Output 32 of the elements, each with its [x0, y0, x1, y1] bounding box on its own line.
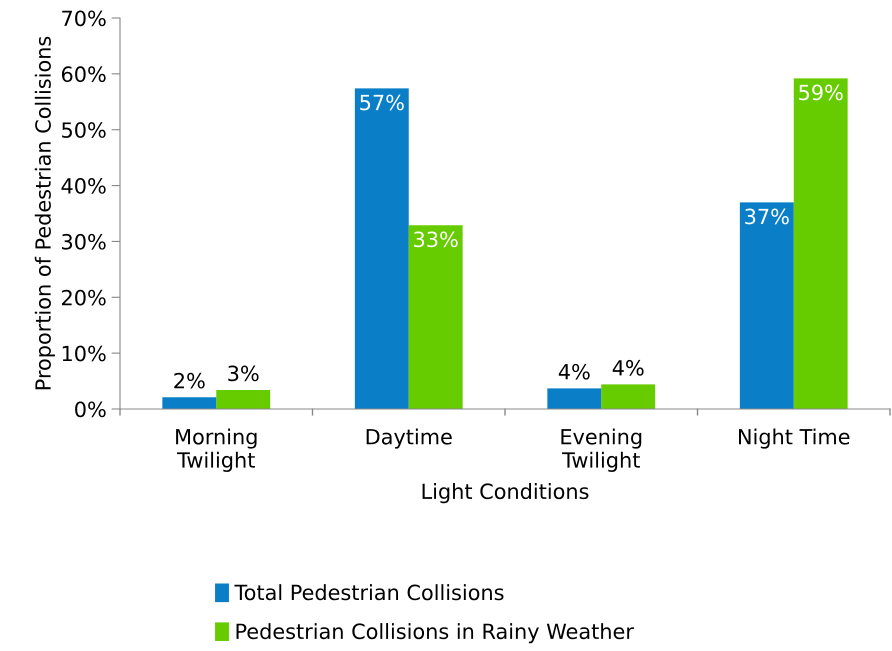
y-tick-label: 30%	[62, 234, 106, 250]
y-axis-title: Proportion of Pedestrian Collisions	[34, 36, 55, 390]
y-tick-label: 10%	[62, 346, 106, 362]
bar	[794, 78, 848, 409]
x-tick-label: Daytime	[366, 428, 452, 449]
data-label: 4%	[558, 364, 590, 380]
y-tick-label: 50%	[62, 122, 106, 138]
x-tick-label: Night Time	[739, 428, 850, 449]
bar	[354, 88, 409, 409]
y-tick-label: 70%	[62, 10, 106, 26]
bar	[601, 384, 656, 409]
data-label: 37%	[745, 208, 789, 224]
x-tick-label: Evening Twilight	[561, 428, 642, 472]
data-label: 59%	[799, 84, 843, 100]
y-tick-label: 20%	[62, 290, 106, 306]
data-label: 57%	[360, 94, 404, 110]
bar	[216, 390, 270, 409]
legend-label: Total Pedestrian Collisions	[234, 584, 504, 600]
legend-label: Pedestrian Collisions in Rainy Weather	[236, 623, 634, 644]
data-label: 2%	[174, 372, 205, 389]
y-tick-label: 40%	[62, 178, 106, 194]
bar	[740, 202, 794, 409]
data-label: 4%	[612, 360, 644, 376]
bar	[547, 388, 602, 409]
data-label: 33%	[414, 231, 458, 248]
bar	[408, 225, 463, 409]
x-tick-label: Morning Twilight	[176, 428, 257, 472]
bar	[162, 397, 216, 409]
y-tick-label: 0%	[75, 401, 106, 418]
x-axis-title: Light Conditions	[422, 483, 588, 504]
data-label: 3%	[228, 366, 259, 382]
y-tick-label: 60%	[62, 66, 106, 82]
